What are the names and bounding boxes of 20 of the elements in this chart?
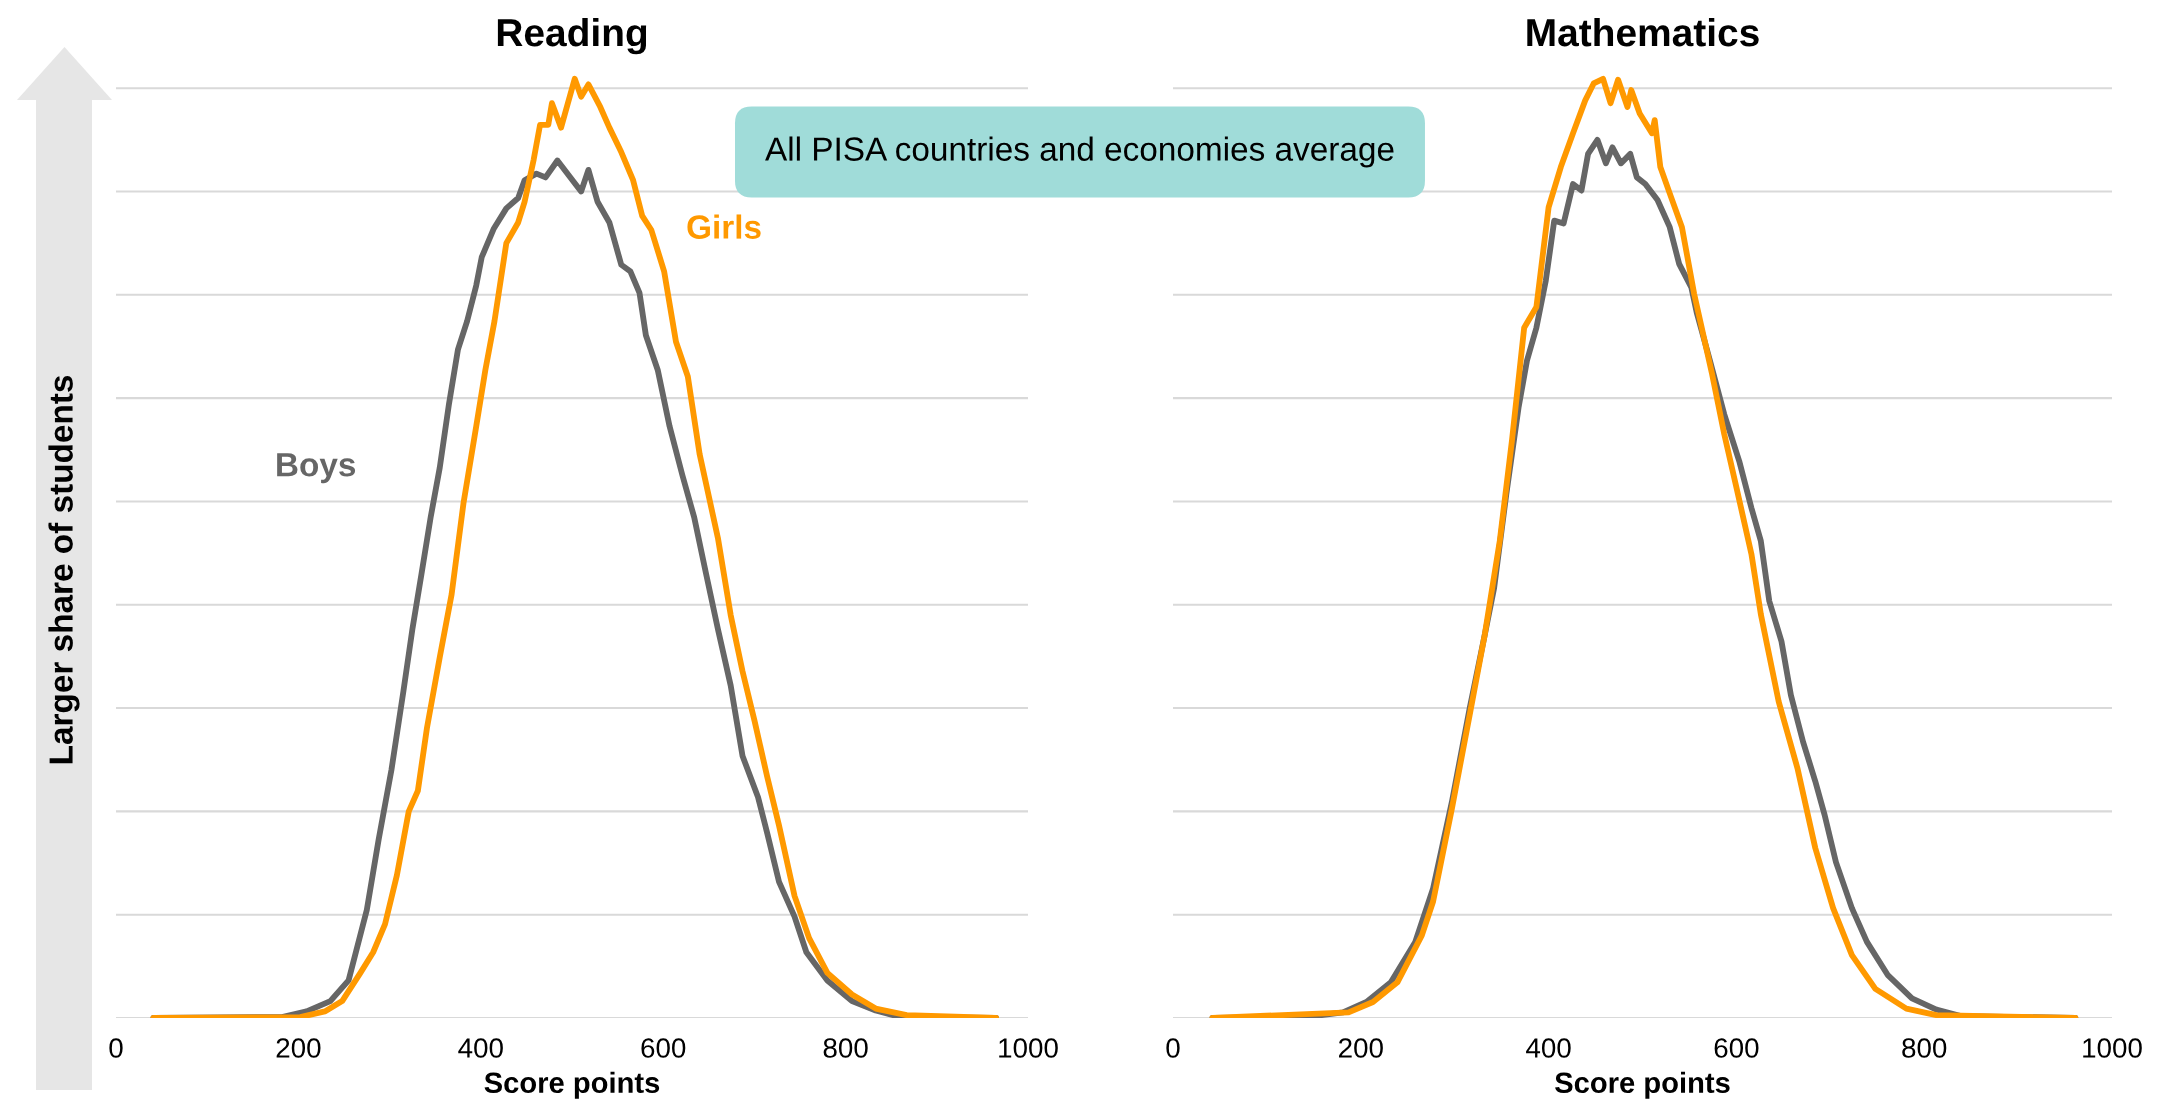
text: Boys xyxy=(277,453,356,484)
series-label: Girls xyxy=(687,214,761,239)
x-axis-title: Score points xyxy=(1555,1071,1730,1099)
x-tick-label: 600 xyxy=(1714,1038,1759,1058)
x-tick-label: 1000 xyxy=(2083,1038,2142,1058)
x-tick-label: 800 xyxy=(823,1038,868,1058)
x-axis-title: Score points xyxy=(484,1071,660,1099)
x-tick-label: 600 xyxy=(641,1038,686,1058)
x-tick-label: 200 xyxy=(1339,1038,1383,1058)
annotation: All PISA countries and economies average xyxy=(765,136,1394,168)
x-tick-label: 0 xyxy=(1166,1038,1180,1058)
chart-title: Reading xyxy=(497,17,647,55)
x-tick-label: 800 xyxy=(1902,1038,1947,1058)
x-tick-label: 400 xyxy=(458,1038,503,1058)
x-tick-label: 1000 xyxy=(999,1038,1058,1058)
x-tick-label: 0 xyxy=(109,1038,123,1058)
x-tick-label: 200 xyxy=(276,1038,321,1058)
y-axis-title: Larger share of students xyxy=(48,375,80,764)
x-tick-label: 400 xyxy=(1526,1038,1571,1058)
chart-title: Mathematics xyxy=(1527,17,1759,47)
